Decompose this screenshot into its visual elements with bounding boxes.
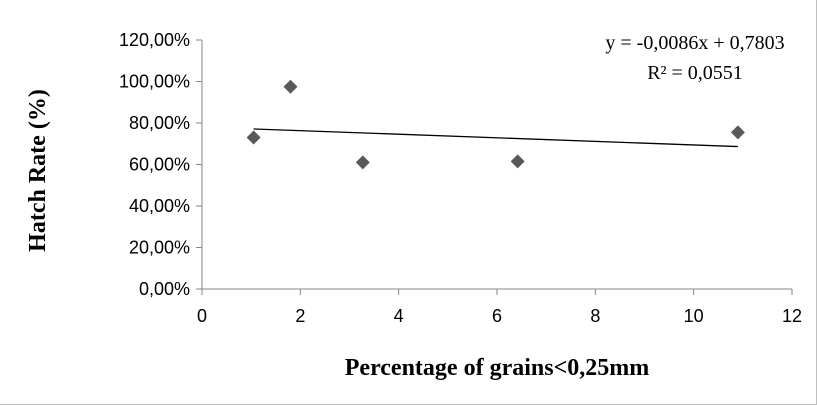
- x-tick-labels: 0 2 4 6 8 10 12: [197, 306, 802, 326]
- y-tick-label: 80,00%: [129, 113, 190, 133]
- y-tick-label: 100,00%: [119, 72, 190, 92]
- x-tick-label: 8: [590, 306, 600, 326]
- x-axis-title: Percentage of grains<0,25mm: [345, 355, 650, 381]
- data-point-marker: [730, 125, 745, 140]
- trendline-equation: y = -0,0086x + 0,7803: [605, 32, 784, 54]
- x-tick-label: 2: [295, 306, 305, 326]
- y-tick-label: 120,00%: [119, 30, 190, 50]
- x-tick-label: 12: [782, 306, 802, 326]
- trendline: [253, 128, 738, 148]
- data-point-marker: [510, 154, 525, 169]
- data-point-marker: [246, 130, 261, 145]
- y-tick-labels: 0,00% 20,00% 40,00% 60,00% 80,00% 100,00% 120,…: [119, 30, 190, 299]
- x-tick-label: 6: [492, 306, 502, 326]
- axes: [196, 39, 793, 295]
- y-tick-label: 40,00%: [129, 196, 190, 216]
- data-points: [246, 79, 745, 170]
- x-tick-label: 10: [684, 306, 704, 326]
- trendline-group: [253, 128, 738, 148]
- x-tick-label: 4: [394, 306, 404, 326]
- trendline-r-squared: R² = 0,0551: [647, 62, 743, 84]
- y-tick-label: 60,00%: [129, 155, 190, 175]
- y-tick-label: 0,00%: [139, 279, 190, 299]
- x-tick-label: 0: [197, 306, 207, 326]
- y-tick-label: 20,00%: [129, 238, 190, 258]
- data-point-marker: [283, 79, 298, 94]
- y-axis-title: Hatch Rate (%): [25, 89, 51, 252]
- data-point-marker: [355, 155, 370, 170]
